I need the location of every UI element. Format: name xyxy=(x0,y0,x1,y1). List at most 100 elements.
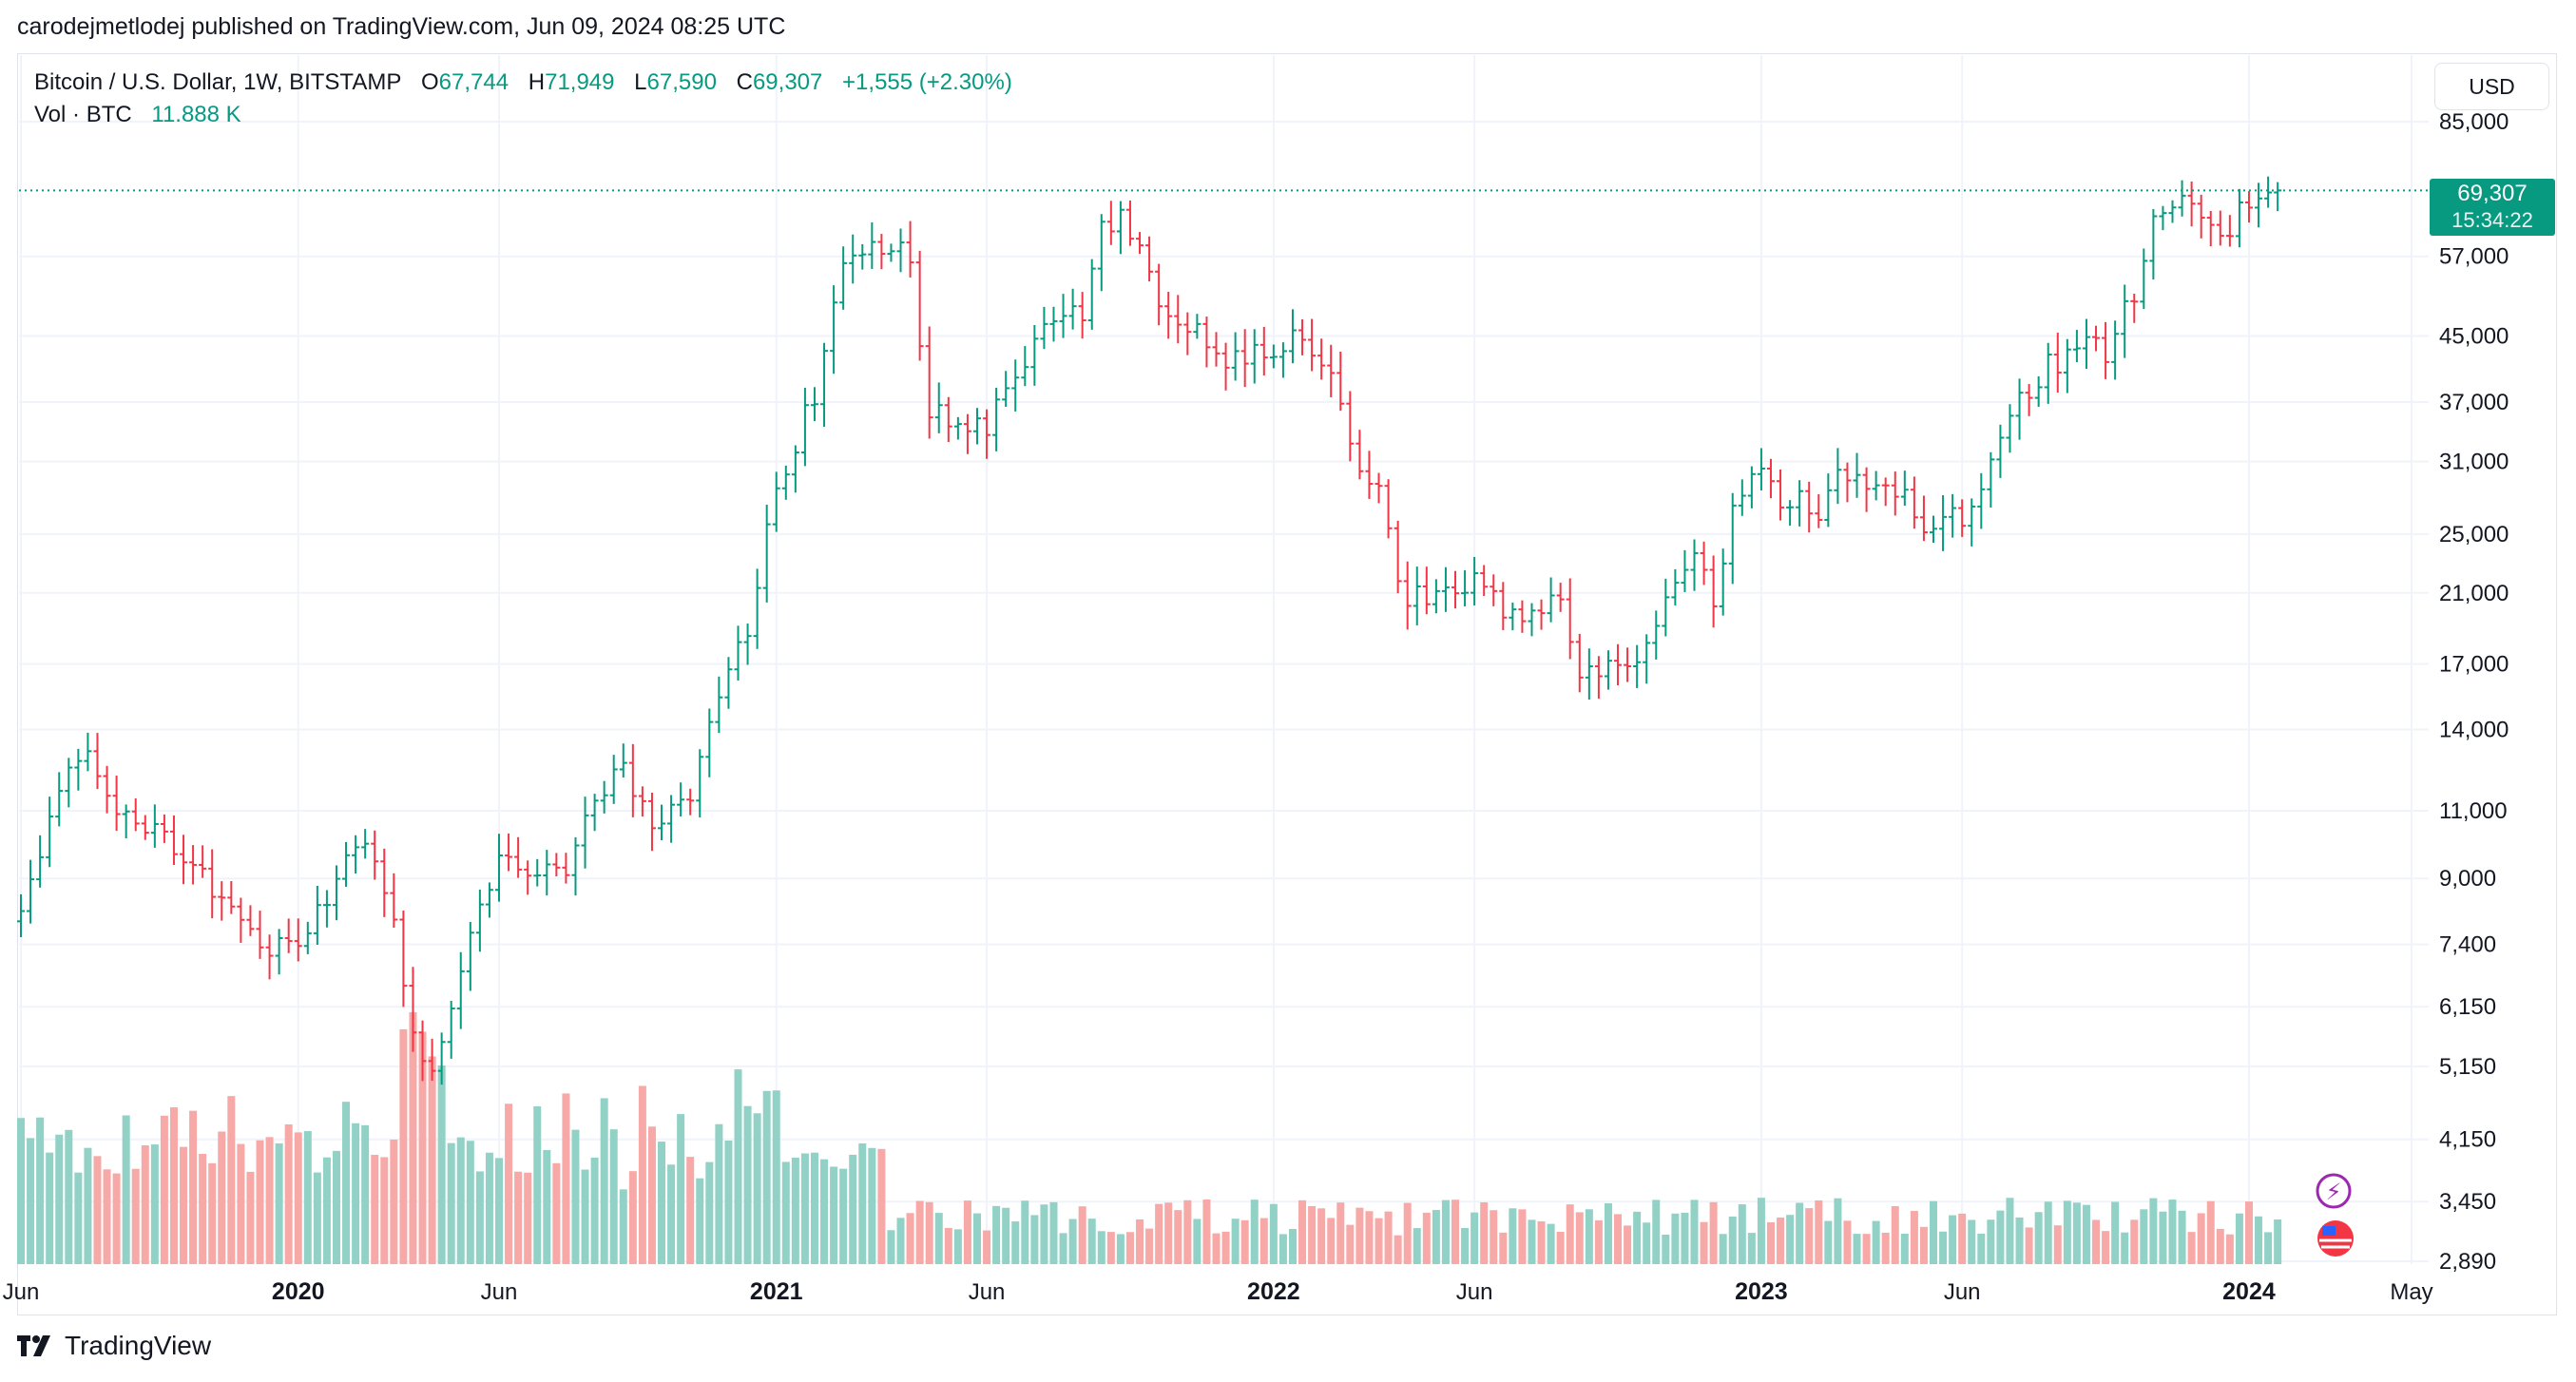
volume-bar xyxy=(399,1028,408,1264)
volume-bar xyxy=(352,1123,360,1264)
volume-bar xyxy=(743,1105,752,1264)
volume-bar xyxy=(1221,1231,1230,1264)
volume-bar xyxy=(983,1230,991,1264)
volume-bar xyxy=(1518,1209,1527,1264)
volume-bar xyxy=(36,1117,45,1264)
volume-bar xyxy=(447,1142,455,1264)
volume-bar xyxy=(1968,1219,1976,1264)
volume-bar xyxy=(169,1106,178,1264)
volume-bar xyxy=(2025,1227,2033,1264)
volume-bar xyxy=(963,1200,971,1264)
volume-bar xyxy=(1231,1219,1240,1264)
volume-bar xyxy=(131,1168,140,1264)
volume-bar xyxy=(1317,1208,1326,1264)
volume-bar xyxy=(1183,1200,1192,1264)
price-tick-label: 14,000 xyxy=(2439,718,2509,743)
volume-bar xyxy=(810,1152,818,1264)
volume-bar xyxy=(1671,1213,1680,1264)
volume-bar xyxy=(409,1011,417,1264)
volume-bar xyxy=(2187,1232,2196,1264)
volume-bar xyxy=(84,1147,92,1264)
event-markers[interactable]: ⚡ xyxy=(2316,1173,2354,1257)
volume-bar xyxy=(1250,1200,1259,1264)
volume-bar xyxy=(830,1166,838,1264)
volume-bar xyxy=(781,1161,790,1264)
volume-bar xyxy=(74,1172,83,1264)
volume-bar xyxy=(514,1171,523,1264)
price-tick-label: 9,000 xyxy=(2439,866,2496,892)
volume-bar xyxy=(2072,1202,2081,1264)
volume-bar xyxy=(189,1110,198,1264)
tradingview-brand: TradingView xyxy=(65,1331,212,1360)
volume-bar xyxy=(1327,1218,1336,1264)
volume-bar xyxy=(1996,1210,2005,1264)
volume-bar xyxy=(1681,1212,1689,1264)
volume-bar xyxy=(1891,1206,1899,1264)
volume-bar xyxy=(543,1149,551,1264)
volume-bar xyxy=(658,1142,666,1264)
volume-bar xyxy=(877,1148,886,1264)
volume-bar xyxy=(495,1158,503,1264)
price-tick-label: 4,150 xyxy=(2439,1127,2496,1153)
volume-bar xyxy=(647,1126,656,1264)
volume-bars xyxy=(17,1011,2282,1264)
volume-bar xyxy=(1145,1228,1154,1264)
ohlc-legend-row[interactable]: Bitcoin / U.S. Dollar, 1W, BITSTAMP O67,… xyxy=(34,67,1012,99)
volume-bar xyxy=(686,1157,695,1264)
volume-bar xyxy=(724,1140,733,1264)
volume-bar xyxy=(1709,1201,1718,1264)
close-value: 69,307 xyxy=(752,69,823,95)
volume-bar xyxy=(55,1134,64,1264)
price-tick-label: 3,450 xyxy=(2439,1189,2496,1215)
volume-bar xyxy=(696,1178,704,1264)
volume-bar xyxy=(218,1131,226,1264)
volume-bar xyxy=(858,1142,867,1264)
open-value: 67,744 xyxy=(438,69,509,95)
lightning-glyph: ⚡ xyxy=(2326,1179,2342,1205)
volume-bar xyxy=(122,1115,130,1264)
volume-bar xyxy=(428,1056,436,1264)
chart-legend: Bitcoin / U.S. Dollar, 1W, BITSTAMP O67,… xyxy=(34,67,1012,131)
time-axis[interactable]: Jun 2020 Jun 2021 Jun 2022 Jun 2023 Jun 2024 May xyxy=(3,1278,2433,1305)
volume-bar xyxy=(1777,1217,1785,1264)
volume-bar xyxy=(1509,1208,1517,1264)
volume-bar xyxy=(380,1157,389,1264)
volume-bar xyxy=(1269,1203,1278,1264)
volume-bar xyxy=(992,1205,1001,1264)
volume-bar xyxy=(1757,1198,1765,1264)
price-axis[interactable]: 85,000 57,000 45,000 37,000 31,000 25,000 21,0… xyxy=(2439,109,2509,1275)
volume-legend-row[interactable]: Vol · BTC 11.888 K xyxy=(34,99,1012,131)
volume-bar xyxy=(1910,1211,1918,1264)
symbol-description[interactable]: Bitcoin / U.S. Dollar, 1W, BITSTAMP xyxy=(34,69,402,95)
volume-bar xyxy=(753,1113,761,1264)
volume-bar xyxy=(342,1102,351,1264)
time-tick-label: 2022 xyxy=(1247,1278,1300,1305)
volume-bar xyxy=(677,1114,685,1264)
volume-bar xyxy=(1834,1198,1842,1264)
time-tick-label: Jun xyxy=(481,1279,518,1305)
volume-bar xyxy=(103,1169,111,1264)
volume-bar xyxy=(772,1090,780,1264)
volume-bar xyxy=(246,1171,255,1264)
volume-bar xyxy=(1939,1231,1948,1264)
volume-bar xyxy=(1747,1233,1756,1264)
high-label: H xyxy=(528,69,546,95)
currency-button[interactable]: USD xyxy=(2434,63,2549,110)
volume-bar xyxy=(437,1065,446,1264)
volume-bar xyxy=(705,1161,714,1264)
us-economic-event-icon[interactable] xyxy=(2317,1220,2354,1257)
volume-bar xyxy=(150,1144,159,1264)
volume-bar xyxy=(1499,1232,1508,1264)
volume-bar xyxy=(1403,1202,1412,1264)
volume-bar xyxy=(1881,1232,1890,1264)
lightning-event-icon[interactable] xyxy=(2316,1173,2352,1209)
volume-bar xyxy=(313,1172,321,1264)
tradingview-footer[interactable]: TradingView xyxy=(17,1331,211,1361)
volume-bar xyxy=(2082,1204,2090,1264)
volume-bar xyxy=(2216,1228,2224,1264)
volume-bar xyxy=(1604,1202,1612,1264)
volume-bar xyxy=(1164,1202,1173,1264)
volume-bar xyxy=(505,1104,513,1264)
volume-bar xyxy=(1900,1233,1909,1264)
